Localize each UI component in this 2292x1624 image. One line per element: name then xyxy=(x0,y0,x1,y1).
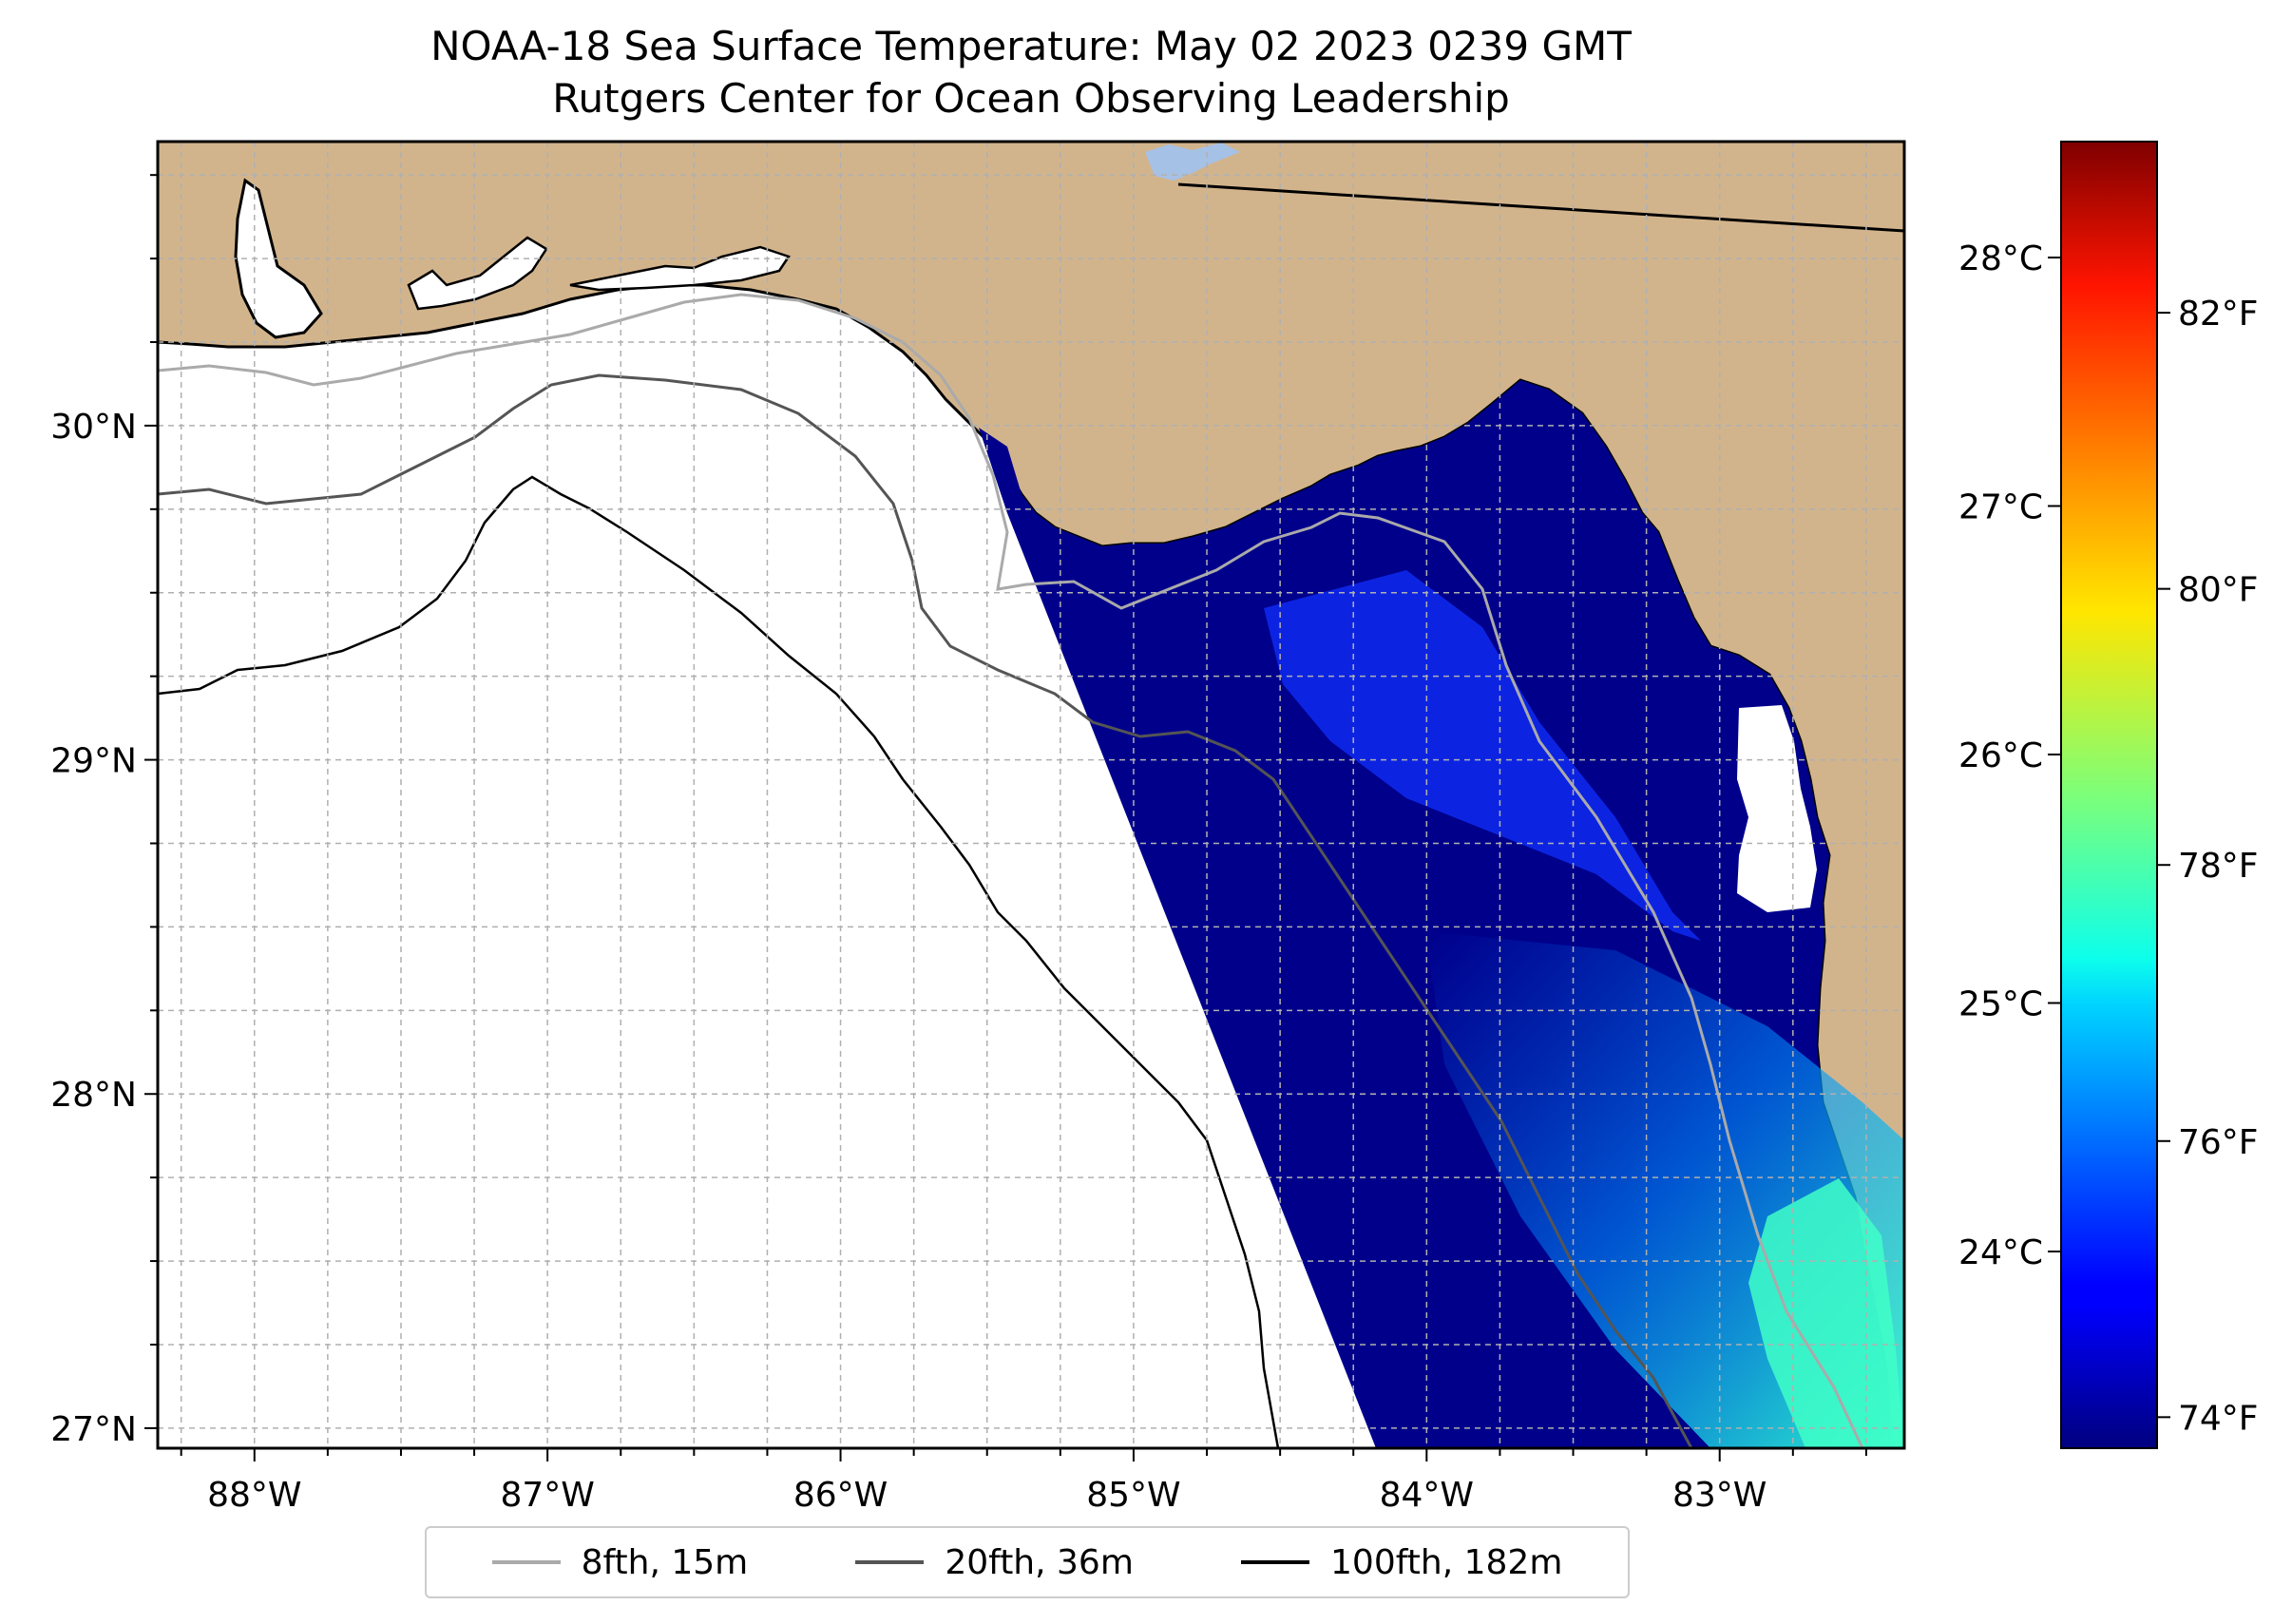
legend-label: 8fth, 15m xyxy=(581,1542,749,1582)
legend-label: 20fth, 36m xyxy=(945,1542,1134,1582)
contour-100fth xyxy=(158,475,1280,1448)
state-boundary xyxy=(1177,182,1904,233)
lon-tick-label: 88°W xyxy=(207,1476,301,1515)
lon-tick-label: 86°W xyxy=(793,1476,888,1515)
lon-tick-label: 84°W xyxy=(1380,1476,1474,1515)
celsius-tick-label: 27°C xyxy=(1958,488,2043,527)
contour-20fth xyxy=(158,373,1693,1448)
legend-item-8fth: 8fth, 15m xyxy=(491,1542,749,1582)
sst-warm-band xyxy=(1264,570,1701,941)
no-data-patch xyxy=(1737,705,1817,912)
sst-cyan-coastal xyxy=(1748,1178,1904,1448)
lon-tick-label: 83°W xyxy=(1672,1476,1767,1515)
celsius-tick-label: 25°C xyxy=(1958,985,2043,1024)
lat-tick-label: 29°N xyxy=(50,742,137,781)
fahrenheit-tick-label: 82°F xyxy=(2178,295,2259,334)
contour-8fth xyxy=(158,293,1864,1448)
lat-tick-label: 27°N xyxy=(50,1410,137,1449)
latitude-axis: 27°N 28°N 29°N 30°N xyxy=(50,174,158,1449)
lat-tick-label: 28°N xyxy=(50,1076,137,1115)
inland-lake xyxy=(1145,143,1240,181)
legend-swatch xyxy=(491,1560,561,1564)
celsius-tick-label: 26°C xyxy=(1958,736,2043,775)
legend-label: 100fth, 182m xyxy=(1330,1542,1563,1582)
mobile-bay xyxy=(234,178,323,339)
fahrenheit-tick-label: 80°F xyxy=(2178,571,2259,610)
colorbar-gradient xyxy=(2060,141,2158,1449)
celsius-tick-label: 24°C xyxy=(1958,1233,2043,1272)
lon-tick-label: 85°W xyxy=(1086,1476,1180,1515)
celsius-tick-label: 28°C xyxy=(1958,239,2043,278)
lon-tick-label: 87°W xyxy=(500,1476,594,1515)
map-area xyxy=(158,142,1904,1448)
legend-item-100fth: 100fth, 182m xyxy=(1241,1543,1562,1582)
choctawhatchee-bay xyxy=(569,245,791,292)
contour-legend: 8fth, 15m 20fth, 36m 100fth, 182m xyxy=(425,1526,1630,1598)
legend-swatch xyxy=(855,1560,925,1564)
lat-tick-label: 30°N xyxy=(50,408,137,447)
longitude-axis: 88°W 87°W 86°W 85°W 84°W 83°W xyxy=(180,1448,1867,1515)
colorbar-fahrenheit-axis: 74°F 76°F 78°F 80°F 82°F xyxy=(2157,295,2259,1438)
fahrenheit-tick-label: 74°F xyxy=(2178,1399,2259,1438)
legend-item-20fth: 20fth, 36m xyxy=(855,1543,1134,1582)
fahrenheit-tick-label: 78°F xyxy=(2178,847,2259,886)
pensacola-bay xyxy=(407,236,548,311)
map-frame xyxy=(156,140,1906,1450)
fahrenheit-tick-label: 76°F xyxy=(2178,1123,2259,1162)
legend-swatch xyxy=(1241,1560,1310,1564)
map-gridlines xyxy=(158,142,1904,1448)
colorbar-celsius-axis: 24°C 25°C 26°C 27°C 28°C xyxy=(1958,239,2061,1272)
map-subtitle: Rutgers Center for Ocean Observing Leade… xyxy=(552,75,1510,122)
map-title: NOAA-18 Sea Surface Temperature: May 02 … xyxy=(430,23,1632,69)
